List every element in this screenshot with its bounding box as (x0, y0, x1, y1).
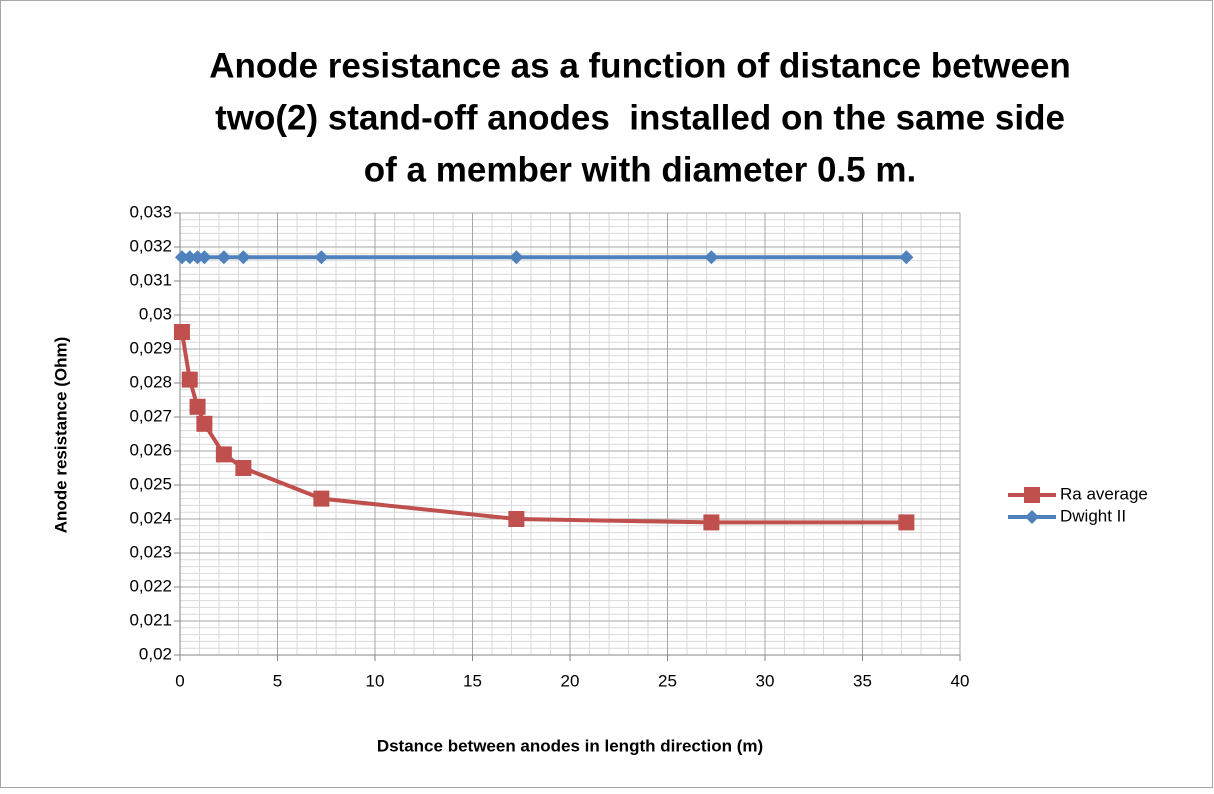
chart-title: of a member with diameter 0.5 m. (364, 150, 916, 189)
legend-label: Dwight II (1060, 506, 1126, 525)
y-tick-label: 0,031 (129, 270, 172, 289)
y-tick-label: 0,025 (129, 474, 172, 493)
data-point (196, 415, 213, 432)
data-point (181, 371, 198, 388)
data-point (182, 250, 197, 265)
x-tick-label: 10 (366, 671, 385, 690)
data-point (173, 324, 190, 340)
data-point (508, 511, 525, 527)
y-tick-label: 0,028 (129, 372, 172, 391)
legend-marker (1024, 487, 1040, 503)
chart-title: two(2) stand-off anodes installed on the… (215, 98, 1065, 137)
x-tick-label: 5 (273, 671, 282, 690)
data-point (899, 250, 914, 265)
data-point (174, 250, 189, 265)
data-point (703, 514, 720, 531)
data-point (898, 514, 915, 531)
x-tick-label: 35 (853, 671, 872, 690)
x-tick-label: 30 (756, 671, 775, 690)
x-tick-label: 15 (463, 671, 482, 690)
data-point (509, 250, 524, 265)
x-tick-label: 40 (951, 671, 970, 690)
data-point (236, 250, 251, 265)
y-tick-label: 0,03 (139, 304, 172, 323)
y-tick-label: 0,021 (129, 610, 172, 629)
data-point (189, 398, 206, 415)
x-axis-title: Dstance between anodes in length directi… (377, 736, 763, 755)
y-tick-label: 0,022 (129, 576, 172, 595)
chart-title: Anode resistance as a function of distan… (209, 46, 1071, 85)
y-tick-label: 0,027 (129, 406, 172, 425)
data-point (704, 250, 719, 265)
y-tick-label: 0,023 (129, 542, 172, 561)
data-point (235, 460, 252, 476)
x-tick-label: 0 (175, 671, 184, 690)
y-tick-label: 0,02 (139, 644, 172, 663)
data-point (216, 250, 231, 265)
y-tick-label: 0,024 (129, 508, 172, 527)
legend-label: Ra average (1060, 484, 1148, 503)
y-tick-label: 0,033 (129, 202, 172, 221)
data-point (314, 250, 329, 265)
x-tick-label: 20 (561, 671, 580, 690)
data-point (313, 490, 330, 507)
y-tick-label: 0,029 (129, 338, 172, 357)
legend-marker (1025, 510, 1039, 524)
series-line (179, 331, 907, 525)
x-tick-label: 25 (658, 671, 677, 690)
y-axis-title: Anode resistance (Ohm) (51, 337, 70, 534)
data-point (215, 446, 232, 463)
y-tick-label: 0,026 (129, 440, 172, 459)
data-point (197, 250, 212, 265)
y-tick-label: 0,032 (129, 236, 172, 255)
